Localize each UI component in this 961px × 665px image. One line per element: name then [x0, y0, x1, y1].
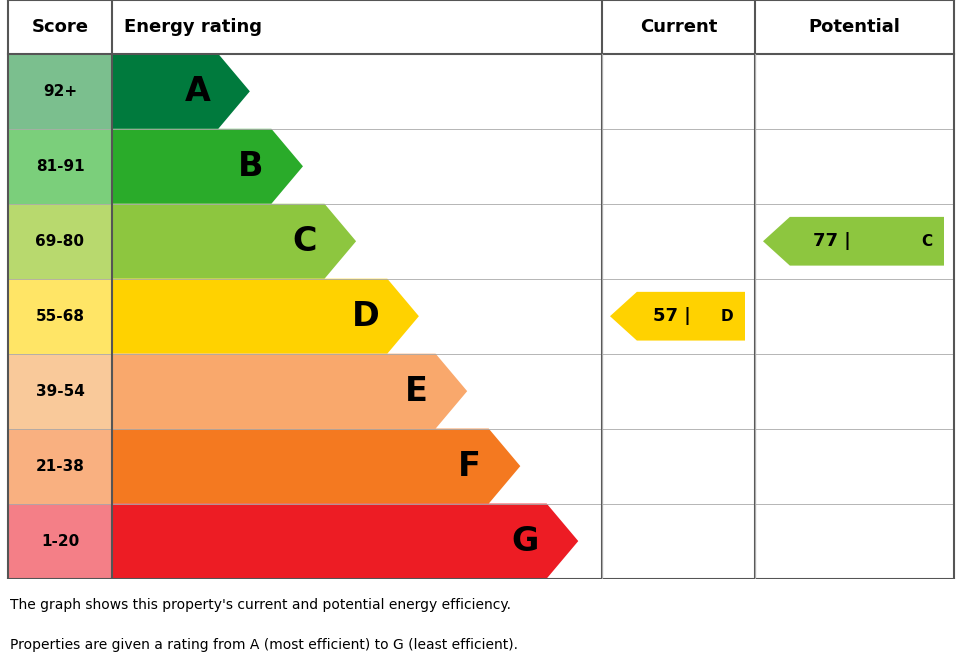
Polygon shape [111, 354, 467, 429]
Text: C: C [920, 234, 931, 249]
Bar [8, 0, 953, 54]
Text: Score: Score [32, 18, 88, 36]
Polygon shape [111, 503, 578, 579]
Text: 55-68: 55-68 [36, 309, 85, 324]
Polygon shape [111, 203, 356, 279]
Text: 1-20: 1-20 [40, 533, 79, 549]
Text: A: A [185, 75, 210, 108]
Polygon shape [762, 217, 943, 265]
Text: D: D [351, 300, 379, 332]
Polygon shape [609, 292, 744, 340]
Text: 39-54: 39-54 [36, 384, 85, 398]
Bar [8, 279, 111, 354]
Text: B: B [237, 150, 263, 183]
Text: 69-80: 69-80 [36, 234, 85, 249]
Polygon shape [111, 129, 303, 203]
Bar [8, 54, 111, 129]
Text: F: F [457, 450, 480, 483]
Text: 77 |: 77 | [812, 232, 850, 250]
Polygon shape [111, 429, 520, 503]
Polygon shape [111, 54, 250, 129]
Bar [8, 503, 111, 579]
Text: The graph shows this property's current and potential energy efficiency.: The graph shows this property's current … [10, 598, 510, 612]
Text: Properties are given a rating from A (most efficient) to G (least efficient).: Properties are given a rating from A (mo… [10, 638, 517, 652]
Text: 81-91: 81-91 [36, 159, 85, 174]
Text: 57 |: 57 | [653, 307, 690, 325]
Text: Current: Current [639, 18, 717, 36]
Text: Potential: Potential [808, 18, 899, 36]
Text: 21-38: 21-38 [36, 459, 85, 473]
Text: G: G [511, 525, 538, 557]
Bar [8, 203, 111, 279]
Polygon shape [111, 279, 418, 354]
Bar [8, 429, 111, 503]
Bar [8, 354, 111, 429]
Text: Energy rating: Energy rating [124, 18, 261, 36]
Text: 92+: 92+ [43, 84, 77, 99]
Text: D: D [720, 309, 732, 324]
Text: E: E [405, 374, 428, 408]
Bar [8, 129, 111, 203]
Text: C: C [292, 225, 316, 258]
